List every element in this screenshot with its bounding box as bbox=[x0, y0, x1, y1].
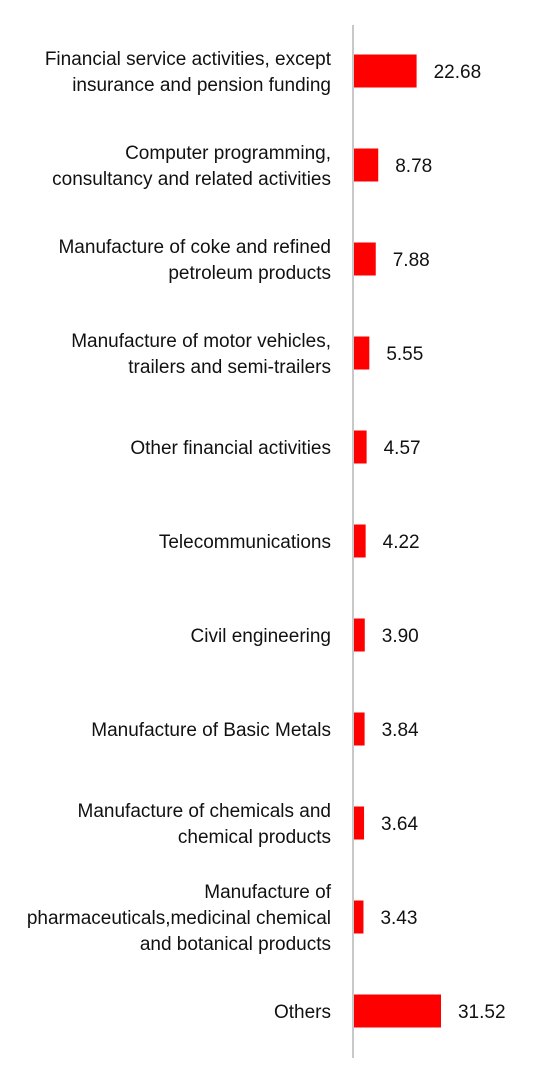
value-label-5: 4.57 bbox=[384, 438, 421, 459]
bar-2 bbox=[354, 148, 379, 182]
bars-group bbox=[354, 54, 441, 1028]
category-label-4: Manufacture of motor vehicles, trailers a… bbox=[71, 331, 331, 378]
bar-10 bbox=[354, 900, 364, 934]
category-label-7: Civil engineering bbox=[191, 626, 331, 647]
bar-9 bbox=[354, 806, 365, 840]
value-label-2: 8.78 bbox=[395, 156, 432, 177]
bar-5 bbox=[354, 430, 367, 464]
bar-8 bbox=[354, 712, 365, 746]
category-label-9: Manufacture of chemicals and chemical pro… bbox=[78, 801, 331, 848]
bar-4 bbox=[354, 336, 370, 370]
bar-11 bbox=[354, 994, 441, 1028]
bar-3 bbox=[354, 242, 376, 276]
category-label-11: Others bbox=[274, 1002, 331, 1023]
category-label-3: Manufacture of coke and refined petroleum… bbox=[58, 237, 331, 284]
value-label-1: 22.68 bbox=[434, 62, 482, 83]
category-label-1: Financial service activities, except insu… bbox=[45, 49, 332, 96]
bar-1 bbox=[354, 54, 417, 88]
value-label-11: 31.52 bbox=[458, 1002, 506, 1023]
category-label-2: Computer programming, consultancy and rel… bbox=[52, 143, 331, 190]
value-label-6: 4.22 bbox=[383, 532, 420, 553]
value-label-9: 3.64 bbox=[381, 814, 418, 835]
category-labels-group: Financial service activities, except insu… bbox=[27, 49, 332, 1023]
value-label-10: 3.43 bbox=[380, 908, 417, 929]
category-label-8: Manufacture of Basic Metals bbox=[91, 720, 331, 741]
bar-6 bbox=[354, 524, 366, 558]
value-label-8: 3.84 bbox=[382, 720, 419, 741]
category-label-10: Manufacture of pharmaceuticals,medicinal … bbox=[27, 882, 332, 955]
value-labels-group: 22.68 8.78 7.88 5.55 4.57 4.22 3.90 3.84 3.64 3.4… bbox=[380, 62, 505, 1023]
value-label-4: 5.55 bbox=[386, 344, 423, 365]
value-label-3: 7.88 bbox=[393, 250, 430, 271]
value-label-7: 3.90 bbox=[382, 626, 419, 647]
bar-7 bbox=[354, 618, 365, 652]
category-label-6: Telecommunications bbox=[159, 532, 331, 553]
category-label-5: Other financial activities bbox=[130, 438, 331, 459]
